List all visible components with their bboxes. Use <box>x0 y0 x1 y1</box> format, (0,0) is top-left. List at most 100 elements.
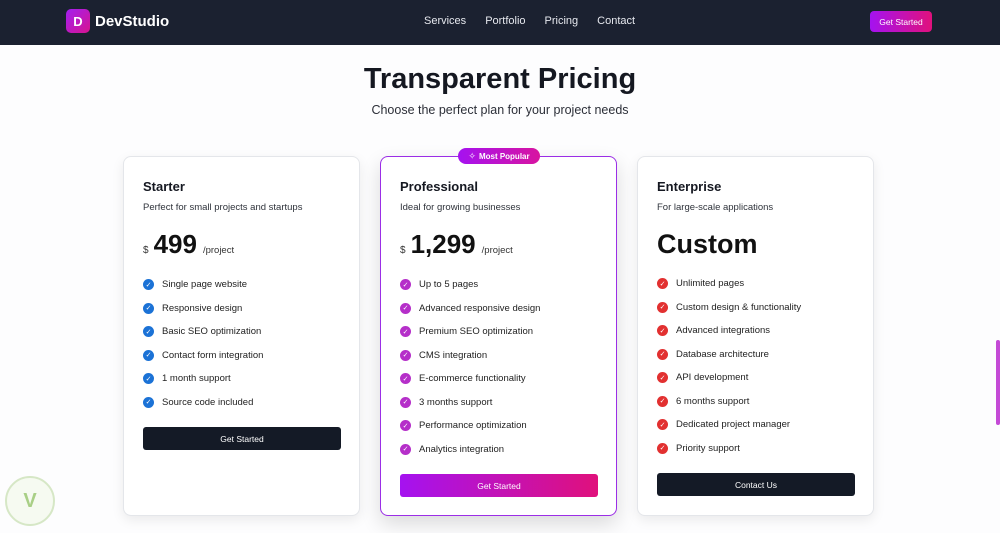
feature-label: Premium SEO optimization <box>419 326 534 338</box>
check-circle-icon: ✓ <box>143 396 154 408</box>
feature-item: ✓ Advanced responsive design <box>400 297 540 321</box>
feature-item: ✓ Priority support <box>657 437 801 461</box>
feature-item: ✓ Advanced integrations <box>657 319 801 343</box>
plan-price: Custom <box>657 229 758 259</box>
logo-icon[interactable]: D <box>66 9 90 33</box>
feature-label: Unlimited pages <box>676 278 745 290</box>
check-circle-icon: ✓ <box>400 302 411 314</box>
feature-label: 1 month support <box>162 373 231 385</box>
feature-label: Priority support <box>676 442 740 454</box>
check-circle-icon: ✓ <box>657 395 668 407</box>
pricing-card-starter: Starter Perfect for small projects and s… <box>123 156 360 516</box>
feature-label: Single page website <box>162 279 248 291</box>
check-circle-icon: ✓ <box>400 349 411 361</box>
feature-item: ✓ 6 months support <box>657 390 801 414</box>
plan-description: Ideal for growing businesses <box>400 202 521 213</box>
plan-name: Starter <box>143 179 185 194</box>
price-amount: 1,299 <box>410 229 476 259</box>
feature-list: ✓ Unlimited pages ✓ Custom design & functi… <box>657 272 801 460</box>
check-circle-icon: ✓ <box>400 373 411 385</box>
price-currency: $ <box>143 245 149 256</box>
price-period: /project <box>202 245 235 256</box>
price-period: /project <box>481 245 513 256</box>
feature-item: ✓ Premium SEO optimization <box>400 320 540 344</box>
check-circle-icon: ✓ <box>400 420 411 432</box>
feature-label: Responsive design <box>162 302 243 314</box>
feature-label: Analytics integration <box>419 443 505 455</box>
feature-label: 3 months support <box>419 396 493 408</box>
feature-item: ✓ Performance optimization <box>400 414 540 438</box>
feature-item: ✓ Single page website <box>143 273 263 297</box>
watermark-logo-icon: V <box>5 476 55 526</box>
feature-label: Advanced responsive design <box>419 302 541 314</box>
feature-item: ✓ 3 months support <box>400 391 540 415</box>
check-circle-icon: ✓ <box>400 279 411 291</box>
top-navbar: D DevStudio Services Portfolio Pricing C… <box>0 0 1000 45</box>
scrollbar-thumb[interactable] <box>996 340 1000 425</box>
check-circle-icon: ✓ <box>657 278 668 290</box>
nav-links: Services Portfolio Pricing Contact <box>424 15 654 27</box>
feature-label: CMS integration <box>419 349 488 361</box>
plan-name: Enterprise <box>657 179 722 194</box>
feature-item: ✓ API development <box>657 366 801 390</box>
price-amount: 499 <box>153 229 197 259</box>
feature-label: Database architecture <box>676 348 769 360</box>
check-circle-icon: ✓ <box>143 302 154 314</box>
feature-label: Basic SEO optimization <box>162 326 262 338</box>
feature-item: ✓ 1 month support <box>143 367 263 391</box>
feature-item: ✓ Unlimited pages <box>657 272 801 296</box>
check-circle-icon: ✓ <box>657 419 668 431</box>
feature-list: ✓ Up to 5 pages ✓ Advanced responsive desi… <box>400 273 540 461</box>
check-circle-icon: ✓ <box>400 443 411 455</box>
plan-price: $ 499 /project <box>143 229 234 260</box>
check-circle-icon: ✓ <box>657 372 668 384</box>
feature-label: Performance optimization <box>419 420 527 432</box>
feature-item: ✓ Dedicated project manager <box>657 413 801 437</box>
feature-item: ✓ Responsive design <box>143 297 263 321</box>
plan-description: For large-scale applications <box>657 202 774 213</box>
feature-label: Custom design & functionality <box>676 301 802 313</box>
feature-label: Contact form integration <box>162 349 264 361</box>
nav-link-pricing[interactable]: Pricing <box>544 15 579 27</box>
brand-name[interactable]: DevStudio <box>95 13 170 30</box>
price-currency: $ <box>400 245 406 256</box>
feature-label: Up to 5 pages <box>419 279 479 291</box>
page-title: Transparent Pricing <box>363 63 637 95</box>
badge-label: Most Popular <box>478 151 530 161</box>
check-circle-icon: ✓ <box>657 301 668 313</box>
enterprise-contact-us-button[interactable]: Contact Us <box>657 473 855 496</box>
feature-label: Advanced integrations <box>676 325 771 337</box>
plan-price: $ 1,299 /project <box>400 229 513 260</box>
feature-label: Dedicated project manager <box>676 419 791 431</box>
feature-item: ✓ Contact form integration <box>143 344 263 368</box>
page-subtitle: Choose the perfect plan for your project… <box>371 103 629 117</box>
feature-list: ✓ Single page website ✓ Responsive design … <box>143 273 263 414</box>
professional-get-started-button[interactable]: Get Started <box>400 474 598 497</box>
check-circle-icon: ✓ <box>400 396 411 408</box>
sparkle-icon: ✧ <box>468 150 476 161</box>
feature-item: ✓ Up to 5 pages <box>400 273 540 297</box>
check-circle-icon: ✓ <box>143 326 154 338</box>
check-circle-icon: ✓ <box>143 279 154 291</box>
check-circle-icon: ✓ <box>400 326 411 338</box>
feature-label: E-commerce functionality <box>419 373 526 385</box>
check-circle-icon: ✓ <box>657 442 668 454</box>
nav-link-portfolio[interactable]: Portfolio <box>485 15 526 27</box>
plan-description: Perfect for small projects and startups <box>143 202 303 213</box>
nav-link-services[interactable]: Services <box>424 15 467 27</box>
nav-get-started-button[interactable]: Get Started <box>870 11 932 32</box>
feature-item: ✓ Basic SEO optimization <box>143 320 263 344</box>
feature-item: ✓ CMS integration <box>400 344 540 368</box>
most-popular-badge: ✧ Most Popular <box>458 148 540 164</box>
feature-label: 6 months support <box>676 395 750 407</box>
plan-name: Professional <box>400 179 479 194</box>
nav-link-contact[interactable]: Contact <box>597 15 636 27</box>
starter-get-started-button[interactable]: Get Started <box>143 427 341 450</box>
feature-label: Source code included <box>162 396 254 408</box>
check-circle-icon: ✓ <box>657 325 668 337</box>
pricing-card-professional: Professional Ideal for growing businesse… <box>380 156 617 516</box>
check-circle-icon: ✓ <box>657 348 668 360</box>
feature-item: ✓ Custom design & functionality <box>657 296 801 320</box>
check-circle-icon: ✓ <box>143 373 154 385</box>
pricing-card-enterprise: Enterprise For large-scale applications … <box>637 156 874 516</box>
